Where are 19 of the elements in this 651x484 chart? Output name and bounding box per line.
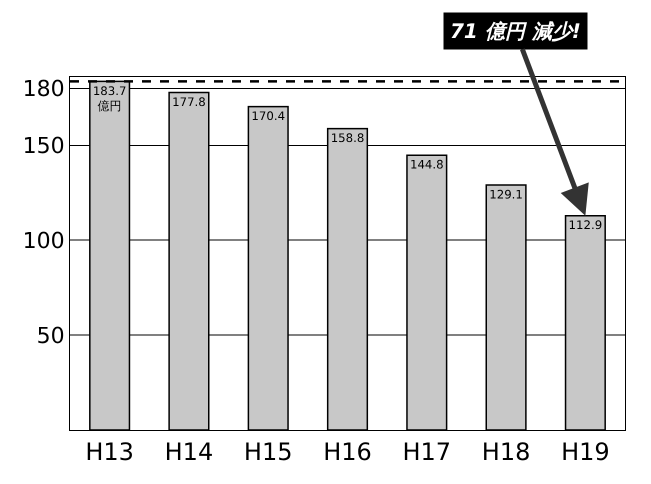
y-tick-label: 100 [22,228,65,254]
x-tick-label: H17 [402,438,452,466]
x-tick-label: H19 [561,438,610,466]
x-tick-label: H15 [244,438,293,466]
data-label: 158.8 [330,131,364,146]
data-label: 177.8 [172,95,206,110]
data-label: 129.1 [489,187,523,202]
data-label: 112.9 [568,218,602,232]
annotation: 71 億円 減少! [450,19,581,43]
y-tick-label: 180 [22,77,65,102]
y-tick-label: 50 [36,324,65,349]
data-label: 170.4 [251,109,286,124]
y-tick-label: 150 [22,134,65,160]
x-tick-label: H13 [85,438,134,466]
x-tick-label: H14 [164,438,214,466]
data-label: 183.7 億円 [92,84,126,114]
x-tick-label: H18 [482,438,530,466]
data-label: 144.8 [410,158,444,172]
x-tick-label: H16 [323,438,372,466]
